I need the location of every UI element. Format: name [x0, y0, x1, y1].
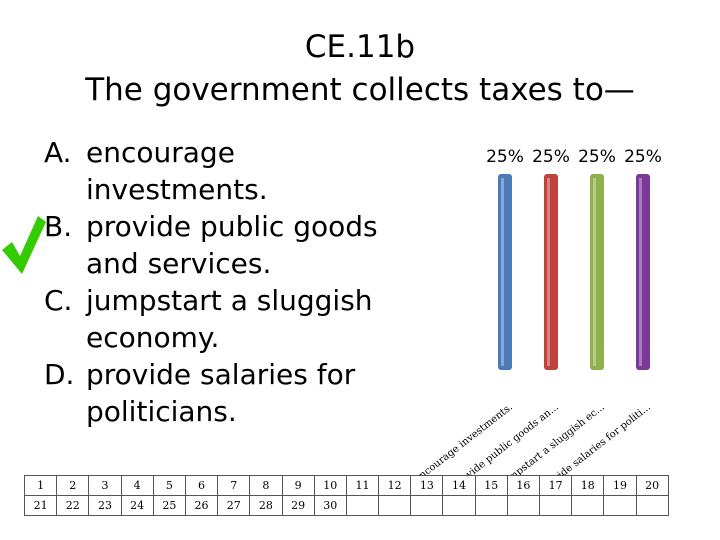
grid-cell: 5 — [152, 475, 186, 496]
grid-cell: 19 — [603, 475, 637, 496]
grid-cell: 4 — [120, 475, 154, 496]
grid-cell: 1 — [23, 475, 58, 496]
option-d: D. provide salaries for politicians. — [44, 356, 404, 430]
option-text: jumpstart a sluggish economy. — [86, 284, 373, 354]
grid-cell: 13 — [410, 475, 444, 496]
grid-cell: 20 — [635, 475, 669, 496]
response-grid: 1 2 3 4 5 6 7 8 9 10 11 12 13 14 15 16 17 18 19 20 21 22 23 24 2… — [23, 475, 669, 516]
grid-cell: 22 — [56, 495, 90, 516]
grid-cell: 18 — [571, 475, 605, 496]
grid-cell — [442, 495, 476, 516]
grid-cell — [345, 495, 380, 516]
grid-cell — [538, 495, 573, 516]
grid-cell: 9 — [281, 475, 315, 496]
bar-4 — [636, 174, 650, 370]
grid-cell: 28 — [249, 495, 283, 516]
grid-cell: 10 — [313, 475, 347, 496]
grid-cell: 25 — [152, 495, 186, 516]
option-text: encourage investments. — [86, 136, 268, 206]
results-bar-chart: 25%encourage investments.25%provide publ… — [413, 147, 662, 475]
grid-cell: 17 — [538, 475, 573, 496]
grid-cell: 27 — [217, 495, 251, 516]
option-letter: C. — [44, 284, 73, 317]
bar-highlight — [593, 178, 596, 366]
grid-cell: 7 — [217, 475, 251, 496]
grid-cell — [410, 495, 444, 516]
grid-cell — [603, 495, 637, 516]
grid-cell: 29 — [281, 495, 315, 516]
check-icon — [2, 216, 46, 274]
grid-cell: 15 — [474, 475, 508, 496]
bar-2 — [544, 174, 558, 370]
option-text: provide public goods and services. — [86, 210, 378, 280]
grid-cell: 6 — [184, 475, 219, 496]
slide-title-line1: CE.11b — [304, 29, 416, 65]
grid-cell — [571, 495, 605, 516]
category-label: encourage investments. — [413, 402, 515, 475]
bar-highlight — [639, 178, 642, 366]
value-label: 25% — [624, 147, 662, 167]
option-letter: B. — [44, 210, 73, 243]
grid-cell: 26 — [184, 495, 219, 516]
grid-cell: 3 — [88, 475, 122, 496]
grid-cell: 24 — [120, 495, 154, 516]
option-a: A. encourage investments. — [44, 134, 404, 208]
grid-row: 21 22 23 24 25 26 27 28 29 30 — [23, 495, 669, 516]
option-letter: D. — [44, 358, 75, 391]
value-label: 25% — [578, 147, 616, 167]
bar-highlight — [547, 178, 550, 366]
grid-cell: 23 — [88, 495, 122, 516]
option-c: C. jumpstart a sluggish economy. — [44, 282, 404, 356]
grid-row: 1 2 3 4 5 6 7 8 9 10 11 12 13 14 15 16 17 18 19 20 — [23, 475, 669, 496]
grid-cell: 16 — [506, 475, 541, 496]
value-label: 25% — [486, 147, 524, 167]
grid-cell — [474, 495, 508, 516]
grid-cell: 14 — [442, 475, 476, 496]
grid-cell: 30 — [313, 495, 347, 516]
grid-cell — [378, 495, 412, 516]
option-letter: A. — [44, 136, 72, 169]
bar-1 — [498, 174, 512, 370]
answer-options: A. encourage investments. B. provide pub… — [44, 134, 404, 430]
slide-title-line2: The government collects taxes to— — [85, 72, 635, 108]
bar-3 — [590, 174, 604, 370]
grid-cell: 12 — [378, 475, 412, 496]
grid-cell: 8 — [249, 475, 283, 496]
option-b: B. provide public goods and services. — [44, 208, 404, 282]
grid-cell: 11 — [345, 475, 380, 496]
value-label: 25% — [532, 147, 570, 167]
option-text: provide salaries for politicians. — [86, 358, 356, 428]
grid-cell — [506, 495, 541, 516]
grid-cell: 2 — [56, 475, 90, 496]
bar-highlight — [501, 178, 504, 366]
grid-cell: 21 — [23, 495, 58, 516]
grid-cell — [635, 495, 669, 516]
